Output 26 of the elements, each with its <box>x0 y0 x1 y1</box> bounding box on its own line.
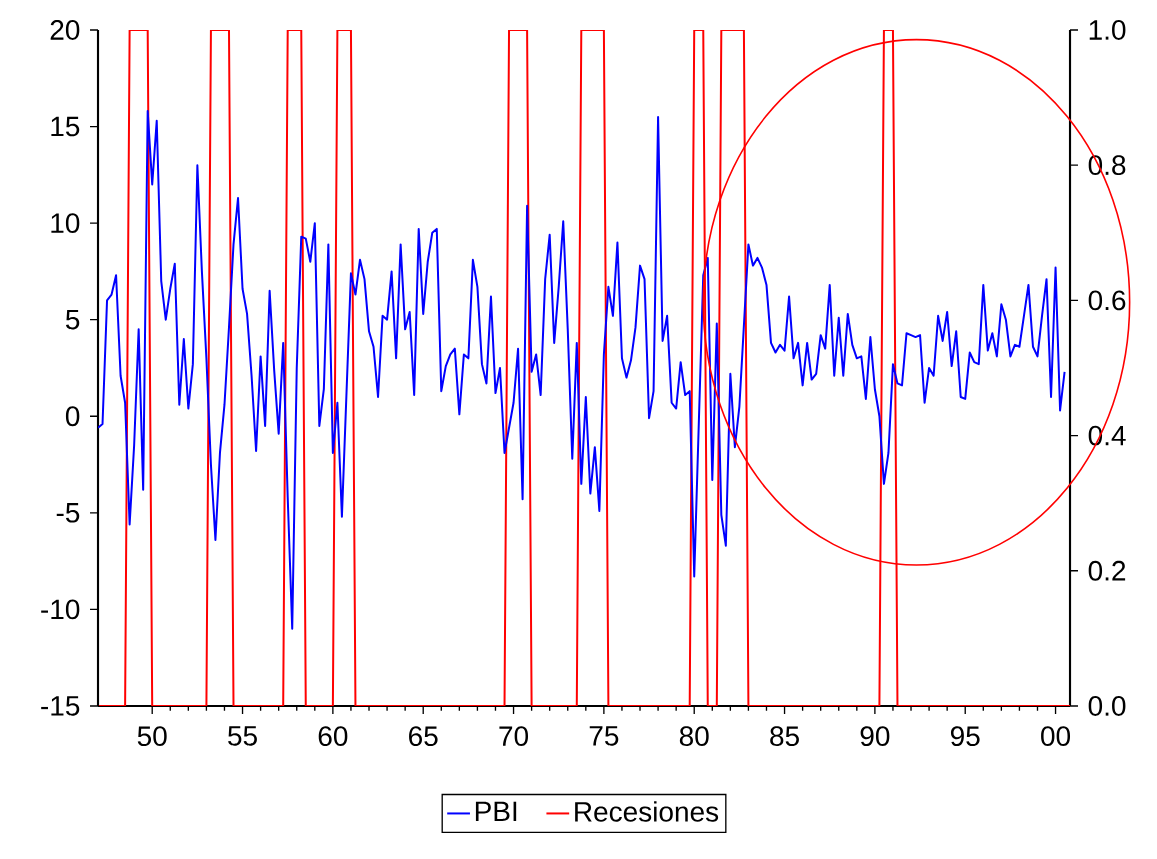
x-tick-label: 60 <box>318 726 348 747</box>
y-tick-label: -10 <box>41 599 80 620</box>
x-tick-label: 75 <box>589 726 619 746</box>
legend-label: PBI <box>475 801 517 821</box>
y-tick-label: 10 <box>51 213 80 234</box>
y-tick-label: -15 <box>41 696 80 716</box>
y2-tick-label: 0.6 <box>1088 290 1126 311</box>
x-tick-label: 65 <box>409 726 438 747</box>
y-tick-label: -5 <box>56 503 80 523</box>
y-tick-label: 15 <box>51 116 80 137</box>
line-series <box>98 110 1066 630</box>
y-tick-label: 20 <box>50 20 80 40</box>
y2-tick-label: 0.2 <box>1088 560 1126 581</box>
x-tick-label: 85 <box>770 726 799 747</box>
y-tick-label: 5 <box>65 309 80 330</box>
x-tick-label: 55 <box>228 726 257 746</box>
y2-tick-label: 1.0 <box>1089 20 1126 40</box>
x-tick-label: 95 <box>950 726 980 747</box>
x-tick-label: 70 <box>499 726 529 747</box>
x-tick-label: 50 <box>137 726 167 747</box>
x-tick-label: 80 <box>679 726 709 747</box>
y2-tick-label: 0.0 <box>1088 696 1126 716</box>
x-tick-label: 00 <box>1041 726 1071 747</box>
x-tick-label: 90 <box>860 726 890 747</box>
y-tick-label: 0 <box>65 406 80 427</box>
legend-label: Recesiones <box>575 801 719 822</box>
